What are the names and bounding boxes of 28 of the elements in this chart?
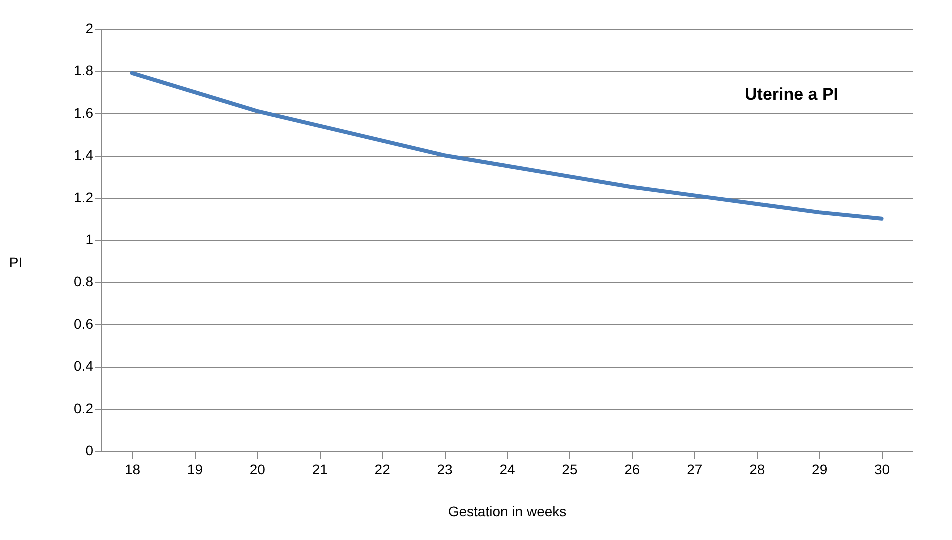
x-tick-label: 30 xyxy=(874,462,890,478)
x-tick-label: 28 xyxy=(750,462,766,478)
x-tick-label: 29 xyxy=(812,462,828,478)
annotation: Uterine a PI xyxy=(745,85,839,104)
x-tick-label: 27 xyxy=(687,462,703,478)
x-tick-label: 21 xyxy=(312,462,328,478)
y-tick-label: 0.6 xyxy=(74,316,94,332)
x-tick-label: 26 xyxy=(624,462,640,478)
x-tick-label: 25 xyxy=(562,462,578,478)
y-tick-label: 1.6 xyxy=(74,104,94,121)
x-tick-label: 24 xyxy=(500,462,516,478)
y-tick-label: 2 xyxy=(86,20,94,36)
x-tick-label: 18 xyxy=(124,462,141,478)
y-tick-label: 1.8 xyxy=(74,62,94,79)
y-axis-title: PI xyxy=(9,254,23,270)
x-tick-label: 22 xyxy=(374,462,391,478)
y-tick-label: 1.4 xyxy=(74,147,94,164)
x-axis-title: Gestation in weeks xyxy=(448,504,567,520)
y-tick-label: 0 xyxy=(86,442,94,458)
y-tick-label: 1 xyxy=(86,232,94,248)
y-tick-label: 0.4 xyxy=(74,358,94,374)
x-tick-label: 19 xyxy=(187,462,204,478)
line-series xyxy=(130,71,884,221)
x-tick-label: 23 xyxy=(437,462,454,478)
y-tick-label: 1.2 xyxy=(74,189,94,206)
x-tick-label: 20 xyxy=(250,462,266,478)
y-tick-label: 0.8 xyxy=(74,274,94,290)
y-tick-label: 0.2 xyxy=(74,400,94,416)
